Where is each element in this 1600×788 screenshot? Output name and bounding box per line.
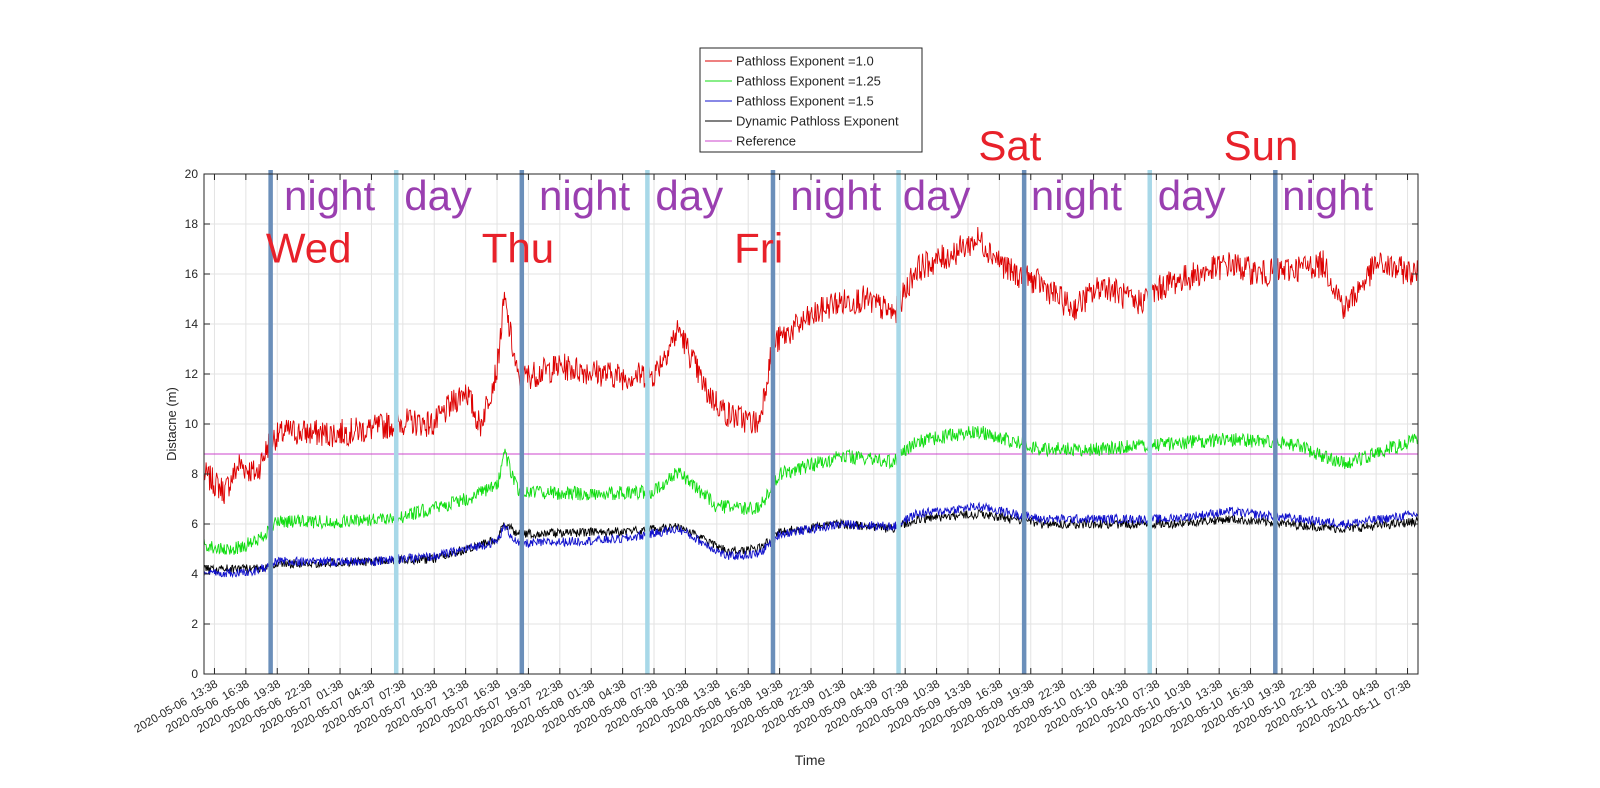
period-label: day: [655, 172, 723, 219]
legend-entry: Reference: [736, 134, 796, 149]
y-tick-label: 16: [185, 267, 199, 281]
legend-entry: Pathloss Exponent =1.5: [736, 94, 874, 109]
y-axis: 0 2 4 6 8 10 12 14 16 18 20: [185, 167, 1418, 681]
day-label: Thu: [482, 225, 554, 272]
y-tick-label: 18: [185, 217, 199, 231]
annotations: night day night day night day night day night Wed…: [266, 122, 1374, 272]
legend-entry: Dynamic Pathloss Exponent: [736, 114, 899, 129]
period-label: night: [1031, 172, 1122, 219]
legend-entry: Pathloss Exponent =1.25: [736, 74, 881, 89]
period-label: day: [404, 172, 472, 219]
y-tick-label: 4: [191, 567, 198, 581]
y-tick-label: 20: [185, 167, 199, 181]
day-label: Sun: [1224, 122, 1299, 169]
day-label: Wed: [266, 225, 352, 272]
series-line-3: [203, 501, 1419, 579]
y-axis-label: Distacne (m): [164, 387, 179, 461]
series-layer: [203, 226, 1419, 579]
y-tick-label: 0: [191, 667, 198, 681]
y-tick-label: 2: [191, 617, 198, 631]
period-label: night: [1282, 172, 1373, 219]
period-label: day: [1158, 172, 1226, 219]
period-label: day: [903, 172, 971, 219]
period-label: night: [790, 172, 881, 219]
legend-box: [699, 47, 923, 153]
series-line-1: [203, 226, 1419, 504]
y-tick-label: 10: [185, 417, 199, 431]
vertical-markers: [268, 170, 1278, 674]
y-tick-label: 14: [185, 317, 199, 331]
period-label: night: [539, 172, 630, 219]
legend: Pathloss Exponent =1.0 Pathloss Exponent …: [699, 47, 923, 153]
legend-entry: Pathloss Exponent =1.0: [736, 54, 874, 69]
y-tick-label: 8: [191, 467, 198, 481]
y-tick-label: 12: [185, 367, 199, 381]
x-axis-label: Time: [795, 752, 826, 768]
day-label: Fri: [734, 225, 783, 272]
y-tick-label: 6: [191, 517, 198, 531]
period-label: night: [284, 172, 375, 219]
day-label: Sat: [978, 122, 1041, 169]
series-line-2: [203, 425, 1419, 555]
